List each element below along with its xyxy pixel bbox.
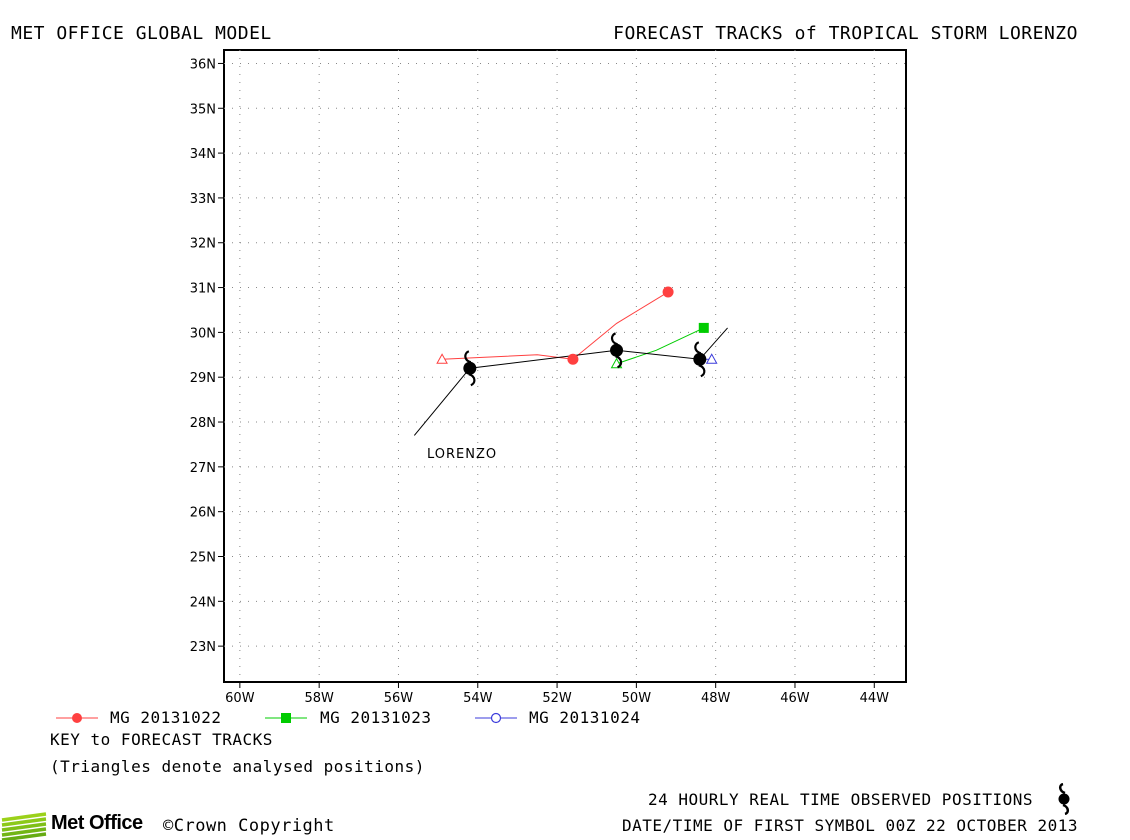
observed-storm-symbol <box>610 332 624 369</box>
model-title: MET OFFICE GLOBAL MODEL <box>11 23 272 44</box>
map-grid <box>224 50 906 682</box>
forecast-point-20131022 <box>567 353 579 365</box>
legend-green-square-icon <box>281 713 291 723</box>
observed-storm-symbol <box>463 350 477 387</box>
storm-symbol-arm <box>694 341 702 355</box>
lon-tick-label: 56W <box>384 691 414 706</box>
lat-tick-label: 25N <box>190 550 216 565</box>
forecast-point-20131023 <box>698 322 709 333</box>
legend-symbols <box>56 712 517 724</box>
storm-symbol-core <box>463 361 477 375</box>
track-mg-20131022 <box>442 291 669 360</box>
met-office-wave-icon <box>1 812 47 840</box>
lon-tick-label: 48W <box>701 691 731 706</box>
observed-track <box>413 327 728 436</box>
forecast-title: FORECAST TRACKS of TROPICAL STORM LORENZ… <box>613 23 1078 44</box>
lat-tick-label: 26N <box>190 506 216 521</box>
lat-tick-label: 32N <box>190 237 216 252</box>
forecast-tracks <box>413 286 728 436</box>
forecast-point-20131022 <box>662 286 674 298</box>
hurricane-symbol-icon <box>1058 783 1070 815</box>
lat-tick-label: 33N <box>190 192 216 207</box>
storm-symbol-arm <box>610 332 618 346</box>
storm-symbol-arm <box>615 355 623 369</box>
lat-tick-label: 24N <box>190 595 216 610</box>
track-legend: MG 20131022 MG 20131023 MG 20131024 <box>0 705 700 731</box>
analysed-position-20131022 <box>436 353 448 364</box>
triangles-note: (Triangles denote analysed positions) <box>50 757 425 776</box>
lat-tick-label: 35N <box>190 102 216 117</box>
storm-symbol-arm <box>464 350 472 364</box>
storm-symbol-core <box>693 352 707 366</box>
lon-tick-label: 58W <box>304 691 334 706</box>
lat-tick-label: 36N <box>190 57 216 72</box>
map-frame <box>223 49 907 683</box>
longitude-axis: 60W 58W 56W 54W 52W 50W 48W 46W 44W <box>225 682 889 706</box>
lat-tick-label: 34N <box>190 147 216 162</box>
storm-symbol-arm <box>698 364 706 378</box>
met-office-brand: Met Office <box>51 812 143 834</box>
legend-label-20131024: MG 20131024 <box>529 708 641 727</box>
observed-storm-symbol <box>693 341 707 378</box>
legend-blue-circle-icon <box>490 712 502 724</box>
storm-symbol-arm <box>468 373 476 387</box>
key-title: KEY to FORECAST TRACKS <box>50 730 273 749</box>
legend-red-circle-icon <box>72 713 82 723</box>
lon-tick-label: 50W <box>622 691 652 706</box>
lon-tick-label: 60W <box>225 691 255 706</box>
crown-copyright: ©Crown Copyright <box>163 816 335 836</box>
legend-label-20131023: MG 20131023 <box>320 708 432 727</box>
lat-tick-label: 23N <box>190 640 216 655</box>
observed-positions-note: 24 HOURLY REAL TIME OBSERVED POSITIONS <box>647 790 1033 809</box>
lat-tick-label: 31N <box>190 282 216 297</box>
latitude-axis: 36N 35N 34N 33N 32N 31N 30N 29N 28N 27N 26N 25N 24N 2… <box>190 57 224 655</box>
lat-tick-label: 28N <box>190 416 216 431</box>
storm-symbol-core <box>610 343 624 357</box>
legend-label-20131022: MG 20131022 <box>110 708 222 727</box>
storm-name-label: LORENZO <box>427 447 497 462</box>
lat-tick-label: 30N <box>190 326 216 341</box>
lat-tick-label: 27N <box>190 461 216 476</box>
lon-tick-label: 44W <box>860 691 890 706</box>
lon-tick-label: 46W <box>780 691 810 706</box>
lon-tick-label: 52W <box>542 691 572 706</box>
first-symbol-datetime: DATE/TIME OF FIRST SYMBOL 00Z 22 OCTOBER… <box>622 816 1078 835</box>
met-office-logo: Met Office ©Crown Copyright <box>0 812 400 840</box>
lat-tick-label: 29N <box>190 371 216 386</box>
analysed-position-20131024 <box>705 353 718 364</box>
storm-track-map: 60W 58W 56W 54W 52W 50W 48W 46W 44W 36N 35N 34N 33N… <box>190 49 907 706</box>
track-mg-20131023 <box>616 327 704 365</box>
lon-tick-label: 54W <box>463 691 493 706</box>
